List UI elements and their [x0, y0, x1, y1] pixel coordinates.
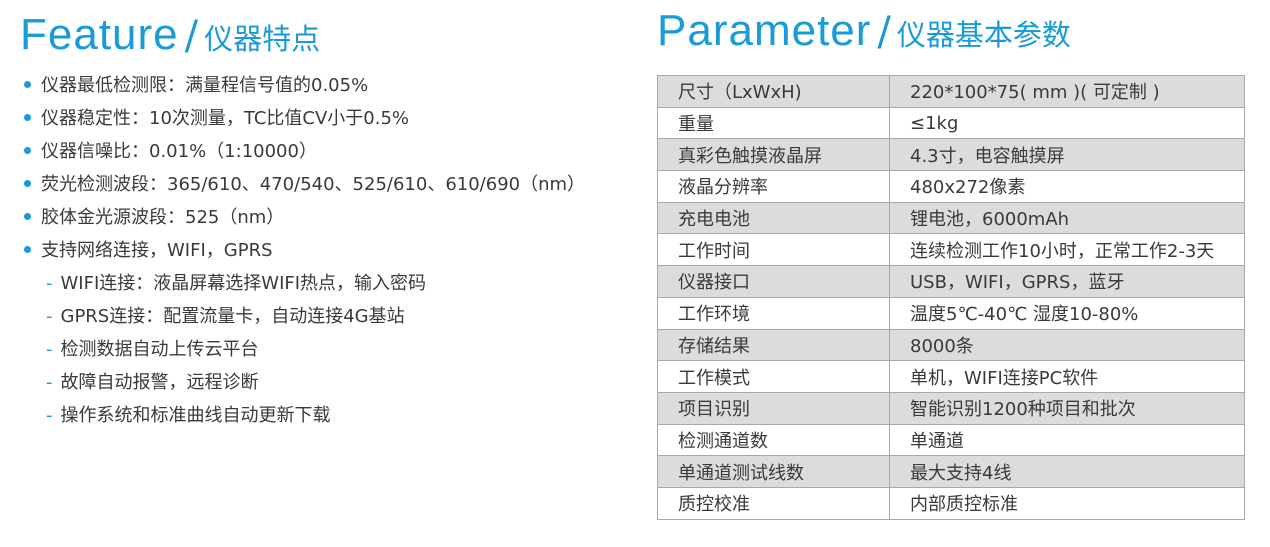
title-en: Feature	[20, 10, 179, 59]
param-value: 连续检测工作10小时，正常工作2-3天	[889, 233, 1245, 267]
bullet-icon	[24, 246, 31, 253]
param-name: 项目识别	[657, 391, 890, 425]
feature-sub-text: 故障自动报警，远程诊断	[60, 372, 259, 393]
bullet-icon	[24, 213, 31, 220]
param-name: 仪器接口	[657, 265, 890, 298]
feature-item: 支持网络连接，WIFI，GPRS	[22, 237, 585, 270]
param-name: 重量	[657, 106, 890, 140]
param-value: 220*100*75( mm )( 可定制 )	[889, 75, 1245, 108]
param-name: 检测通道数	[657, 423, 890, 457]
param-value: ≤1kg	[889, 106, 1245, 140]
table-row: 尺寸（LxWxH) 220*100*75( mm )( 可定制 )	[657, 75, 1245, 108]
feature-sub-text: 检测数据自动上传云平台	[60, 339, 259, 360]
table-row: 重量 ≤1kg	[657, 106, 1245, 140]
bullet-icon	[24, 180, 31, 187]
param-name: 工作时间	[657, 233, 890, 267]
table-row: 工作模式 单机，WIFI连接PC软件	[657, 360, 1245, 393]
feature-text: 仪器最低检测限：满量程信号值的0.05%	[41, 75, 369, 96]
feature-item: 仪器稳定性：10次测量，TC比值CV小于0.5%	[22, 105, 585, 138]
table-row: 单通道测试线数 最大支持4线	[657, 455, 1245, 488]
param-value: 480x272像素	[889, 170, 1245, 203]
title-slash: /	[184, 13, 199, 59]
feature-text: 胶体金光源波段：525（nm）	[41, 207, 285, 228]
parameter-table: 尺寸（LxWxH) 220*100*75( mm )( 可定制 ) 重量 ≤1kg 真彩…	[657, 75, 1245, 520]
param-value: 内部质控标准	[889, 486, 1245, 520]
table-row: 存储结果 8000条	[657, 328, 1245, 362]
feature-sub-text: WIFI连接：液晶屏幕选择WIFI热点，输入密码	[60, 273, 427, 294]
feature-item: 胶体金光源波段：525（nm）	[22, 204, 585, 237]
dash-marker: -	[46, 372, 53, 393]
table-row: 充电电池 锂电池，6000mAh	[657, 201, 1245, 235]
bullet-icon	[24, 114, 31, 121]
feature-sub-item: - GPRS连接：配置流量卡，自动连接4G基站	[22, 303, 585, 336]
feature-sub-item: - 操作系统和标准曲线自动更新下载	[22, 402, 585, 435]
param-value: 智能识别1200种项目和批次	[889, 391, 1245, 425]
feature-item: 荧光检测波段：365/610、470/540、525/610、610/690（n…	[22, 171, 585, 204]
param-value: 8000条	[889, 328, 1245, 362]
param-value: 最大支持4线	[889, 455, 1245, 488]
title-slash: /	[877, 9, 891, 55]
table-row: 仪器接口 USB，WIFI，GPRS，蓝牙	[657, 265, 1245, 298]
param-name: 工作模式	[657, 360, 890, 393]
table-row: 工作环境 温度5℃-40℃ 湿度10-80%	[657, 296, 1245, 330]
feature-text: 仪器信噪比：0.01%（1:10000）	[41, 141, 317, 162]
title-en: Parameter	[657, 6, 872, 55]
param-value: 4.3寸，电容触摸屏	[889, 138, 1245, 172]
feature-item: 仪器信噪比：0.01%（1:10000）	[22, 138, 585, 171]
bullet-icon	[24, 147, 31, 154]
feature-text: 支持网络连接，WIFI，GPRS	[41, 240, 273, 261]
dash-marker: -	[46, 339, 53, 360]
table-row: 质控校准 内部质控标准	[657, 486, 1245, 520]
param-name: 尺寸（LxWxH)	[657, 75, 890, 108]
feature-sub-text: 操作系统和标准曲线自动更新下载	[60, 405, 331, 426]
parameter-title: Parameter / 仪器基本参数	[657, 6, 1071, 56]
feature-sub-item: - 检测数据自动上传云平台	[22, 336, 585, 369]
title-cn: 仪器基本参数	[896, 18, 1071, 52]
feature-sub-item: - WIFI连接：液晶屏幕选择WIFI热点，输入密码	[22, 270, 585, 303]
feature-item: 仪器最低检测限：满量程信号值的0.05%	[22, 72, 585, 105]
table-row: 检测通道数 单通道	[657, 423, 1245, 457]
table-row: 工作时间 连续检测工作10小时，正常工作2-3天	[657, 233, 1245, 267]
param-name: 充电电池	[657, 201, 890, 235]
title-cn: 仪器特点	[204, 22, 321, 56]
param-name: 工作环境	[657, 296, 890, 330]
feature-list: 仪器最低检测限：满量程信号值的0.05% 仪器稳定性：10次测量，TC比值CV小于…	[22, 72, 585, 435]
dash-marker: -	[46, 273, 53, 294]
table-row: 项目识别 智能识别1200种项目和批次	[657, 391, 1245, 425]
table-row: 液晶分辨率 480x272像素	[657, 170, 1245, 203]
feature-sub-text: GPRS连接：配置流量卡，自动连接4G基站	[60, 306, 405, 327]
param-value: 单机，WIFI连接PC软件	[889, 360, 1245, 393]
param-value: 温度5℃-40℃ 湿度10-80%	[889, 296, 1245, 330]
feature-text: 仪器稳定性：10次测量，TC比值CV小于0.5%	[41, 108, 410, 129]
param-name: 液晶分辨率	[657, 170, 890, 203]
dash-marker: -	[46, 405, 53, 426]
feature-text: 荧光检测波段：365/610、470/540、525/610、610/690（n…	[41, 174, 586, 195]
param-value: 单通道	[889, 423, 1245, 457]
bullet-icon	[24, 81, 31, 88]
param-name: 单通道测试线数	[657, 455, 890, 488]
param-name: 质控校准	[657, 486, 890, 520]
feature-title: Feature / 仪器特点	[20, 10, 320, 60]
param-value: USB，WIFI，GPRS，蓝牙	[889, 265, 1245, 298]
param-name: 存储结果	[657, 328, 890, 362]
param-value: 锂电池，6000mAh	[889, 201, 1245, 235]
dash-marker: -	[46, 306, 53, 327]
table-row: 真彩色触摸液晶屏 4.3寸，电容触摸屏	[657, 138, 1245, 172]
param-name: 真彩色触摸液晶屏	[657, 138, 890, 172]
feature-sub-item: - 故障自动报警，远程诊断	[22, 369, 585, 402]
